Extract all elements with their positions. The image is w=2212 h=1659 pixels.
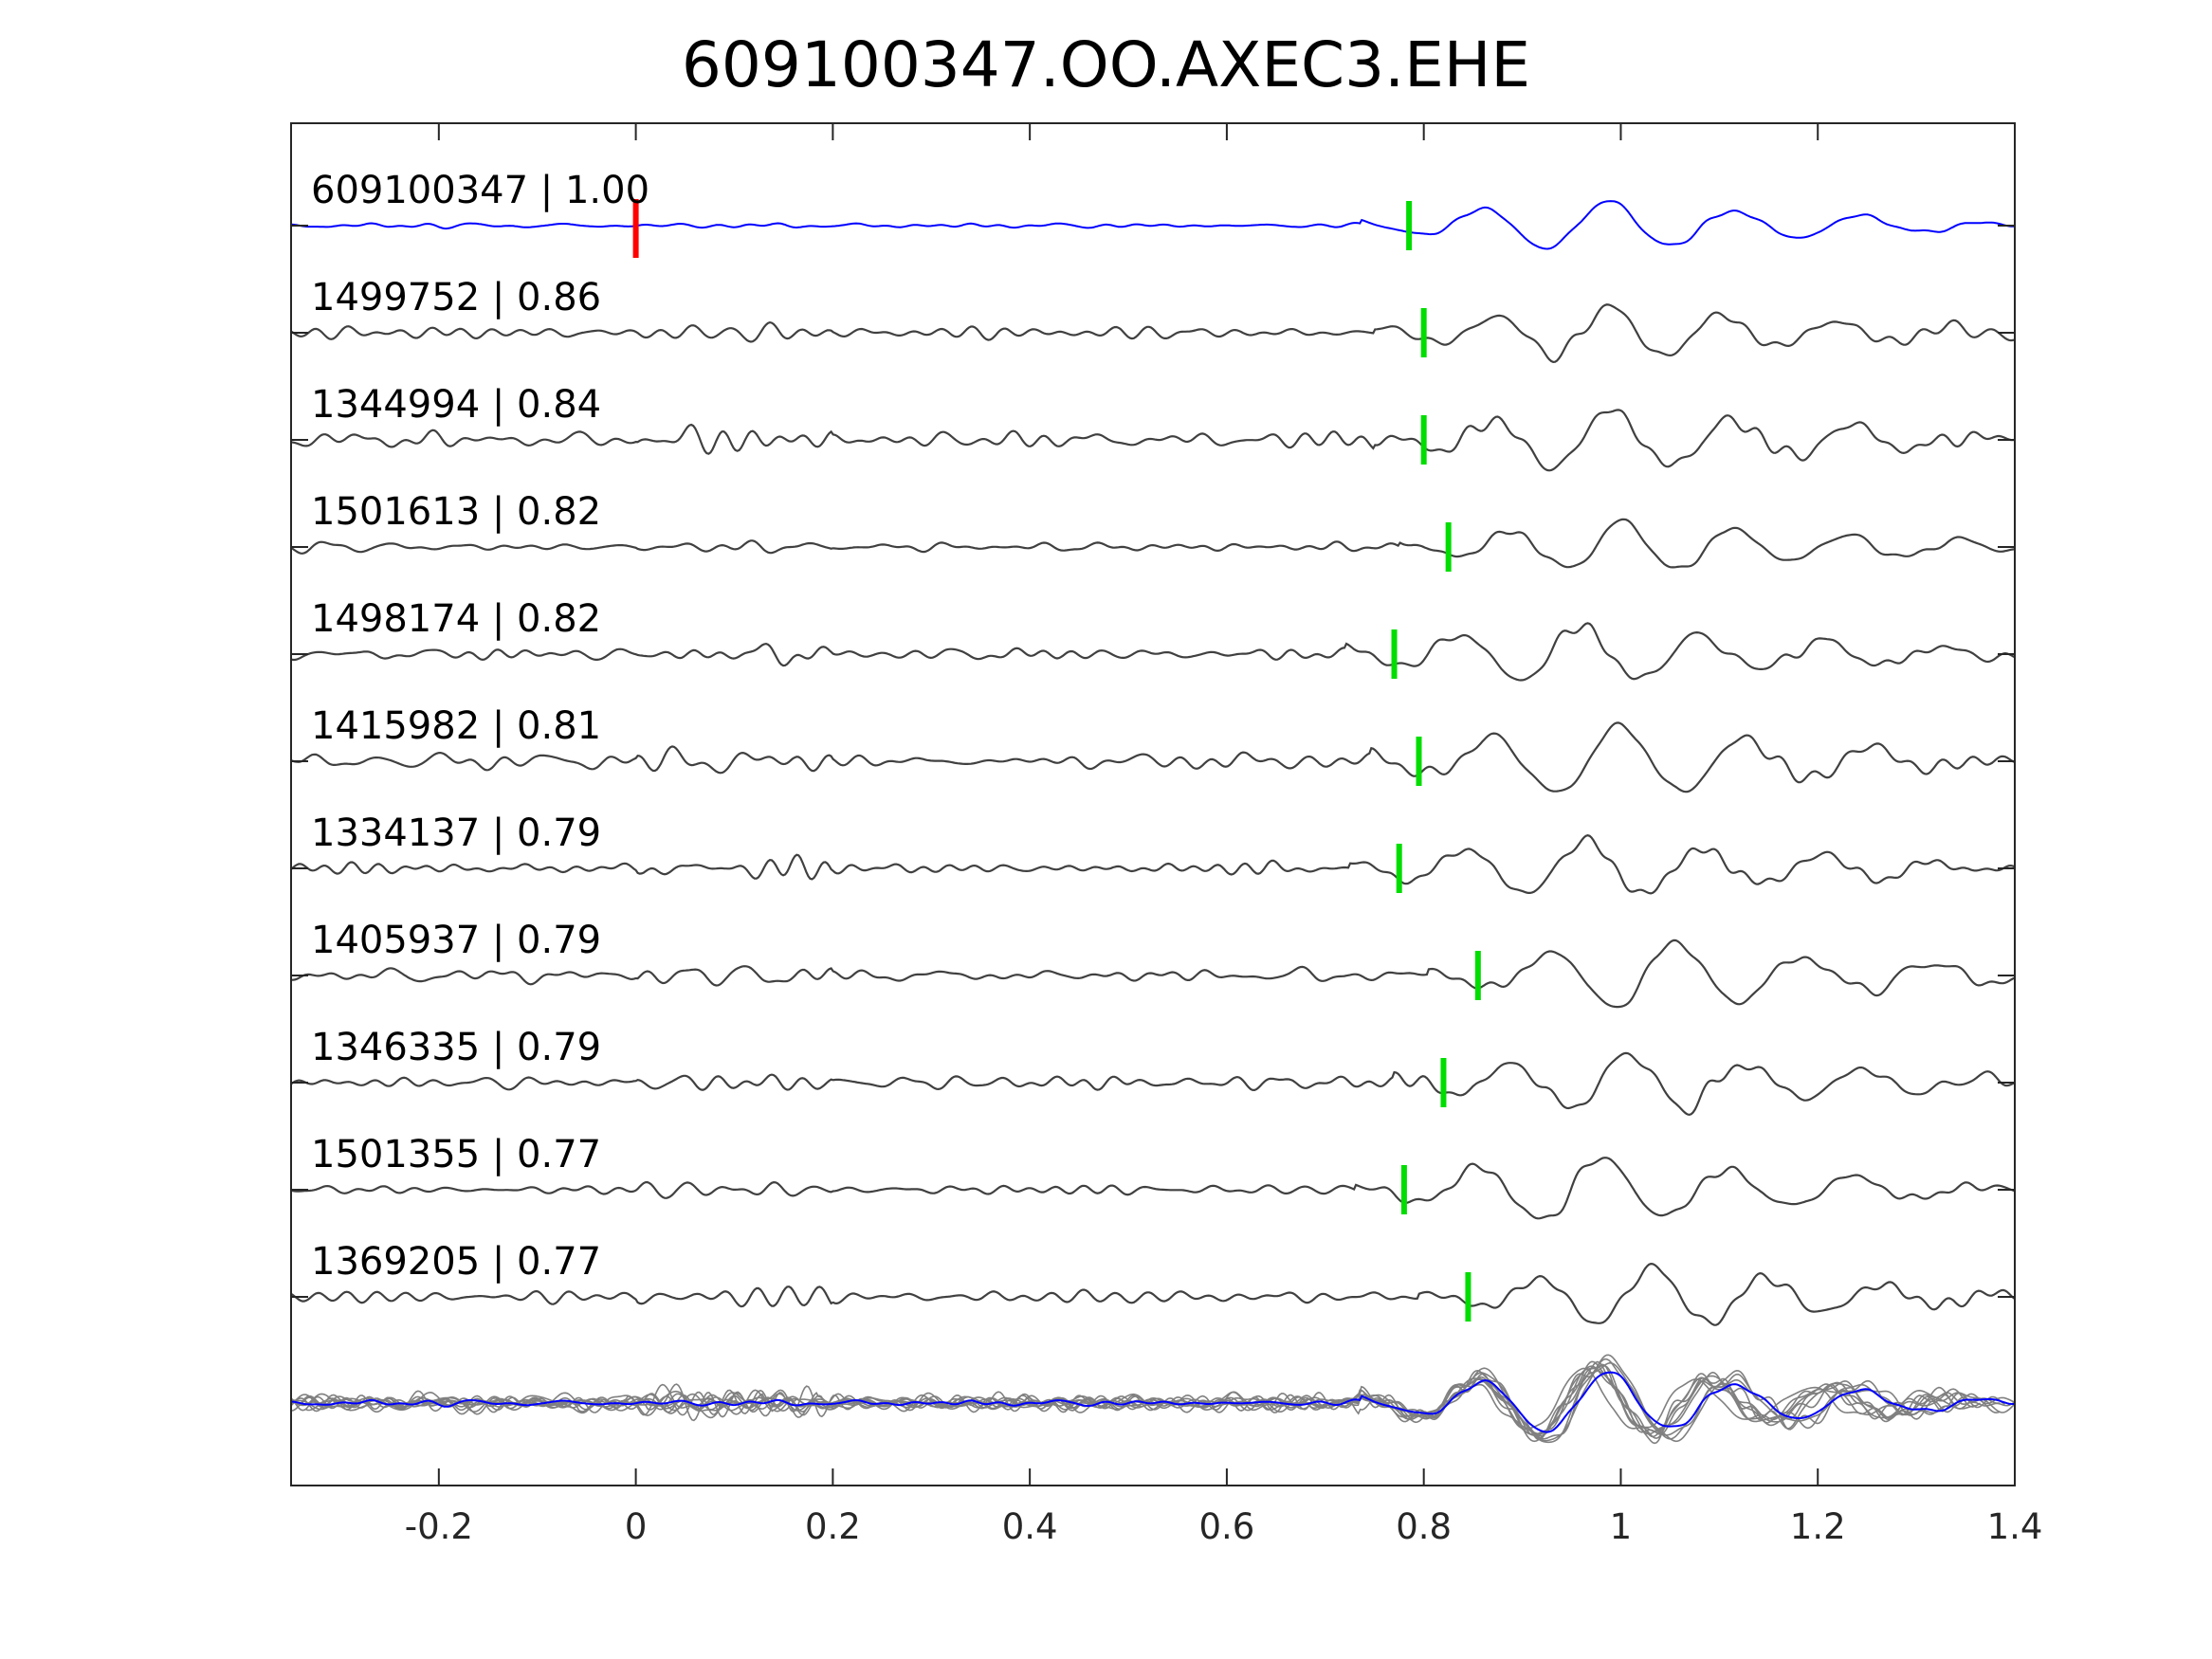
x-tick-label: 0.6	[1198, 1506, 1254, 1547]
chart-title: 609100347.OO.AXEC3.EHE	[681, 28, 1531, 101]
trace-line	[290, 721, 2016, 793]
trace-line	[290, 1157, 2016, 1220]
trace-label: 1499752 | 0.86	[311, 276, 601, 319]
trace-label: 1501355 | 0.77	[311, 1133, 601, 1176]
x-tick-label: 0.4	[1002, 1506, 1058, 1547]
trace-line	[290, 518, 2016, 569]
trace-label: 1334137 | 0.79	[311, 811, 601, 855]
picks-group	[632, 199, 1481, 1322]
trace-labels-group: 609100347 | 1.00 1499752 | 0.86 1344994 | …	[311, 169, 649, 1284]
x-tick-label: 1.2	[1790, 1506, 1846, 1547]
trace-line	[290, 834, 2016, 895]
trace-line	[290, 409, 2016, 472]
x-tick-label: -0.2	[405, 1506, 473, 1547]
x-tick-label: 1.4	[1987, 1506, 2043, 1547]
trace-label: 609100347 | 1.00	[311, 169, 649, 212]
trace-label: 1369205 | 0.77	[311, 1240, 601, 1284]
trace-label: 1415982 | 0.81	[311, 704, 601, 748]
trace-line	[290, 1051, 2016, 1117]
x-tick-label: 0.8	[1396, 1506, 1452, 1547]
axes-frame	[290, 122, 2016, 1486]
trace-label: 1346335 | 0.79	[311, 1026, 601, 1069]
x-axis-ticks: -0.2 0 0.2 0.4 0.6 0.8 1 1.2 1.4	[291, 123, 2042, 1547]
stacked-overlay	[290, 1354, 2015, 1445]
trace-line	[290, 200, 2015, 250]
traces-group	[290, 200, 2016, 1326]
x-tick-label: 1	[1610, 1506, 1633, 1547]
x-tick-label: 0	[625, 1506, 648, 1547]
trace-label: 1344994 | 0.84	[311, 383, 601, 427]
trace-line	[290, 303, 2016, 364]
trace-label: 1498174 | 0.82	[311, 597, 601, 641]
trace-label: 1405937 | 0.79	[311, 919, 601, 962]
trace-line	[290, 622, 2016, 682]
trace-label: 1501613 | 0.82	[311, 490, 601, 534]
x-tick-label: 0.2	[805, 1506, 861, 1547]
stack-template-line	[290, 1371, 2015, 1433]
trace-line	[290, 939, 2016, 1009]
trace-line	[290, 1262, 2016, 1326]
